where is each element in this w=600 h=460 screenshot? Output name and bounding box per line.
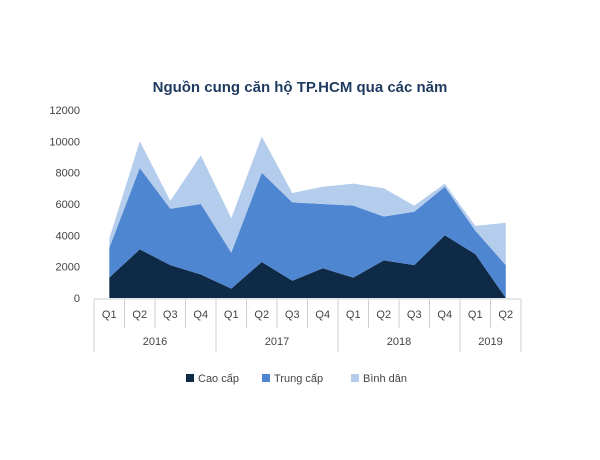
x-tick-label: Q2: [498, 309, 513, 321]
x-tick-label: Q1: [102, 309, 117, 321]
y-tick-label: 8000: [56, 168, 80, 180]
y-tick-label: 12000: [49, 105, 80, 117]
x-tick-label: Q4: [437, 309, 452, 321]
y-tick-label: 10000: [49, 136, 80, 148]
x-axis: Q1 Q2 Q3 Q4 Q1 Q2 Q3 Q4 Q1 Q2 Q3 Q4 Q1 Q2 2016 2017 2018…: [93, 298, 522, 352]
x-tick-label: Q1: [346, 309, 361, 321]
y-tick-label: 4000: [56, 230, 80, 242]
year-label: 2017: [265, 336, 289, 348]
y-tick-label: 6000: [56, 199, 80, 211]
x-tick-label: Q2: [376, 309, 391, 321]
y-axis: 0 2000 4000 6000 8000 10000 12000: [49, 105, 80, 305]
x-tick-label: Q3: [163, 309, 178, 321]
legend-swatch: [262, 374, 270, 382]
x-tick-label: Q4: [315, 309, 330, 321]
x-tick-label: Q3: [285, 309, 300, 321]
x-tick-label: Q1: [468, 309, 483, 321]
year-label: 2016: [143, 336, 167, 348]
y-tick-label: 0: [74, 293, 80, 305]
x-tick-label: Q2: [254, 309, 269, 321]
y-tick-label: 2000: [56, 262, 80, 274]
x-tick-label: Q3: [407, 309, 422, 321]
series-area-2: [109, 168, 506, 298]
x-tick-label: Q1: [224, 309, 239, 321]
chart-title: Nguồn cung căn hộ TP.HCM qua các năm: [153, 79, 448, 96]
legend-label: Cao cấp: [198, 373, 239, 385]
legend-swatch: [351, 374, 359, 382]
legend-label: Trung cấp: [274, 373, 323, 385]
legend-label: Bình dân: [363, 373, 407, 385]
year-label: 2018: [387, 336, 411, 348]
legend: Cao cấp Trung cấp Bình dân: [186, 373, 407, 385]
legend-swatch: [186, 374, 194, 382]
chart-areas: [109, 136, 506, 298]
x-tick-label: Q2: [132, 309, 147, 321]
x-tick-label: Q4: [193, 309, 208, 321]
series-area-1: [109, 235, 506, 298]
year-label: 2019: [478, 336, 502, 348]
series-area-3: [109, 136, 506, 266]
